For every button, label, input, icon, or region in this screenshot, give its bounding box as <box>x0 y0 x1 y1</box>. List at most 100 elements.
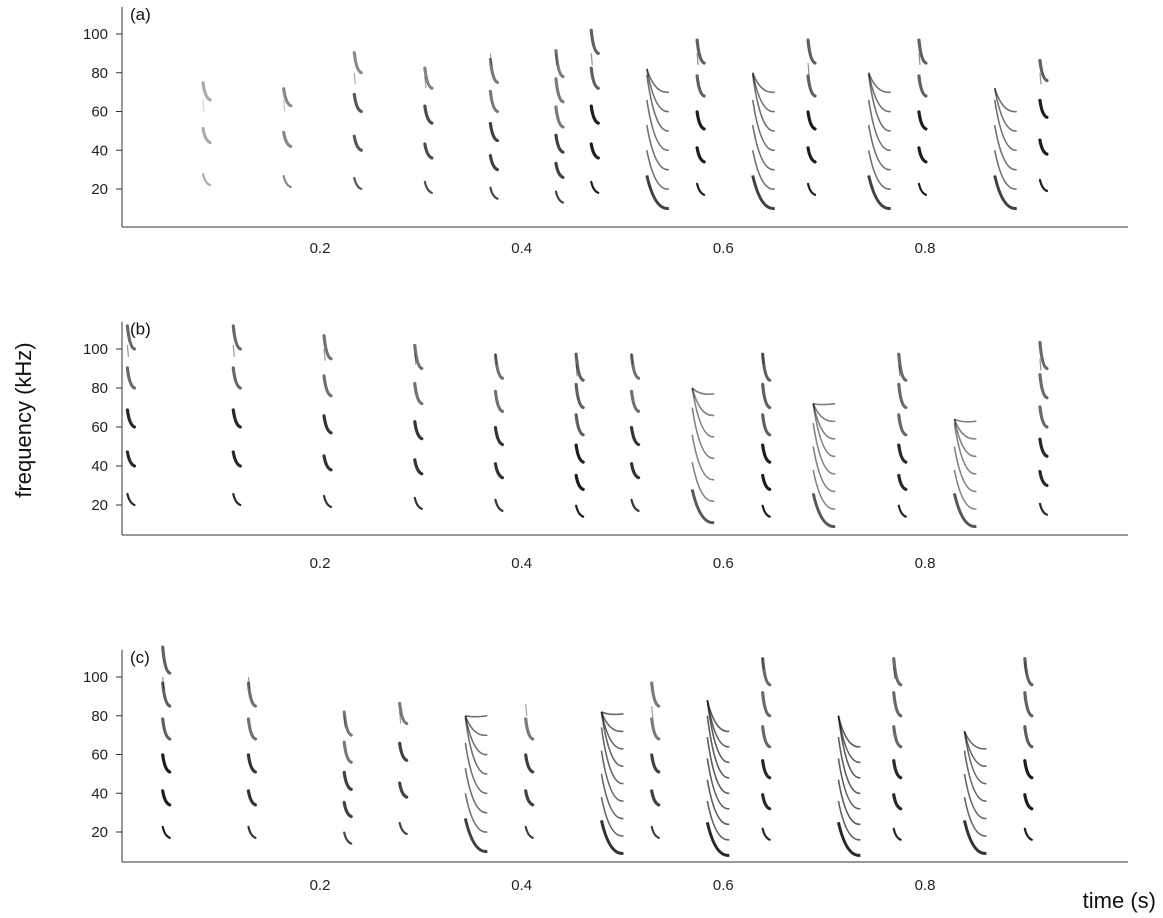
harmonic-tail <box>762 657 765 670</box>
harmonic-mark <box>892 827 902 841</box>
y-tick-label: 40 <box>91 458 108 475</box>
harmonic-tail <box>424 76 427 89</box>
harmonic-mark <box>761 504 771 518</box>
harmonic-mark <box>837 779 861 826</box>
harmonic-mark <box>806 38 817 65</box>
harmonic-mark <box>761 443 772 464</box>
harmonic-mark <box>867 150 891 190</box>
harmonic-mark <box>993 150 1017 190</box>
harmonic-mark <box>695 110 706 131</box>
x-tick-label: 0.8 <box>915 555 936 572</box>
harmonic-mark <box>494 498 504 512</box>
harmonic-mark <box>629 462 641 480</box>
y-tick-label: 40 <box>91 785 108 802</box>
harmonic-mark <box>574 382 585 410</box>
harmonic-mark <box>806 182 817 196</box>
harmonic-mark <box>246 681 258 708</box>
harmonic-mark <box>352 134 363 152</box>
harmonic-mark <box>867 72 891 113</box>
harmonic-mark <box>706 800 730 841</box>
harmonic-mark <box>917 74 928 98</box>
harmonic-mark <box>993 175 1017 210</box>
harmonic-mark <box>575 504 585 518</box>
x-tick-label: 0.2 <box>310 555 331 572</box>
x-tick-label: 0.6 <box>713 877 734 894</box>
call-syllable <box>751 72 775 210</box>
harmonic-mark <box>488 154 500 172</box>
y-tick-label: 20 <box>91 824 108 841</box>
harmonic-mark <box>706 700 730 733</box>
call-syllable <box>161 645 172 839</box>
harmonic-mark <box>353 176 363 191</box>
harmonic-mark <box>589 142 600 160</box>
harmonic-mark <box>993 88 1017 132</box>
harmonic-mark <box>917 182 928 196</box>
x-tick-label: 0.6 <box>713 555 734 572</box>
harmonic-mark <box>812 446 836 493</box>
harmonic-mark <box>751 74 775 132</box>
harmonic-mark <box>837 800 861 841</box>
harmonic-mark <box>993 124 1017 171</box>
harmonic-tail <box>399 711 402 724</box>
call-syllable <box>488 53 500 200</box>
harmonic-mark <box>952 492 977 528</box>
y-tick-label: 80 <box>91 708 108 725</box>
y-tick-label: 60 <box>91 419 108 436</box>
x-tick-label: 0.4 <box>511 877 532 894</box>
harmonic-mark <box>953 419 977 458</box>
harmonic-mark <box>574 473 585 491</box>
harmonic-mark <box>691 387 715 438</box>
harmonic-mark <box>201 126 212 145</box>
harmonic-mark <box>954 418 977 423</box>
harmonic-mark <box>917 146 928 164</box>
harmonic-mark <box>691 407 715 459</box>
harmonic-mark <box>1038 373 1049 400</box>
harmonic-mark <box>488 57 500 85</box>
harmonic-mark <box>413 496 423 510</box>
harmonic-mark <box>554 77 565 104</box>
harmonic-mark <box>574 352 585 382</box>
harmonic-tail <box>555 53 558 66</box>
harmonic-mark <box>589 104 600 125</box>
y-tick-label: 80 <box>91 380 108 397</box>
harmonic-mark <box>322 374 333 398</box>
call-syllable <box>282 87 293 189</box>
harmonic-mark <box>691 434 715 481</box>
harmonic-mark <box>892 691 903 718</box>
harmonic-mark <box>600 750 624 802</box>
y-tick-label: 100 <box>83 669 108 686</box>
harmonic-mark <box>413 382 424 406</box>
x-tick-label: 0.6 <box>713 240 734 257</box>
harmonic-mark <box>892 759 903 780</box>
harmonic-mark <box>761 657 772 687</box>
harmonic-mark <box>464 742 488 795</box>
harmonic-mark <box>650 717 661 741</box>
harmonic-mark <box>599 820 624 855</box>
harmonic-mark <box>963 750 987 802</box>
harmonic-mark <box>463 818 488 853</box>
call-syllable <box>892 657 903 841</box>
harmonic-mark <box>493 389 505 413</box>
call-syllable <box>352 51 363 191</box>
x-tick-label: 0.2 <box>310 240 331 257</box>
harmonic-mark <box>751 124 775 171</box>
harmonic-mark <box>161 645 172 675</box>
call-syllable <box>1038 340 1049 516</box>
harmonic-mark <box>629 425 641 447</box>
harmonic-tail <box>762 352 765 365</box>
harmonic-mark <box>751 150 775 190</box>
harmonic-mark <box>1038 437 1049 458</box>
harmonic-tail <box>489 53 493 66</box>
call-syllable <box>897 352 908 518</box>
harmonic-mark <box>464 793 488 833</box>
harmonic-mark <box>897 382 908 410</box>
harmonic-mark <box>761 382 772 410</box>
harmonic-mark <box>126 492 136 507</box>
spectrogram-panel: 20 40 60 80 100 0.2 0.4 0.6 0.8 (b) <box>83 320 1128 572</box>
call-syllable <box>246 676 258 839</box>
harmonic-mark <box>751 72 775 94</box>
harmonic-mark <box>246 753 258 774</box>
harmonic-mark <box>867 124 891 171</box>
harmonic-mark <box>897 473 908 491</box>
harmonic-tail <box>651 706 654 718</box>
